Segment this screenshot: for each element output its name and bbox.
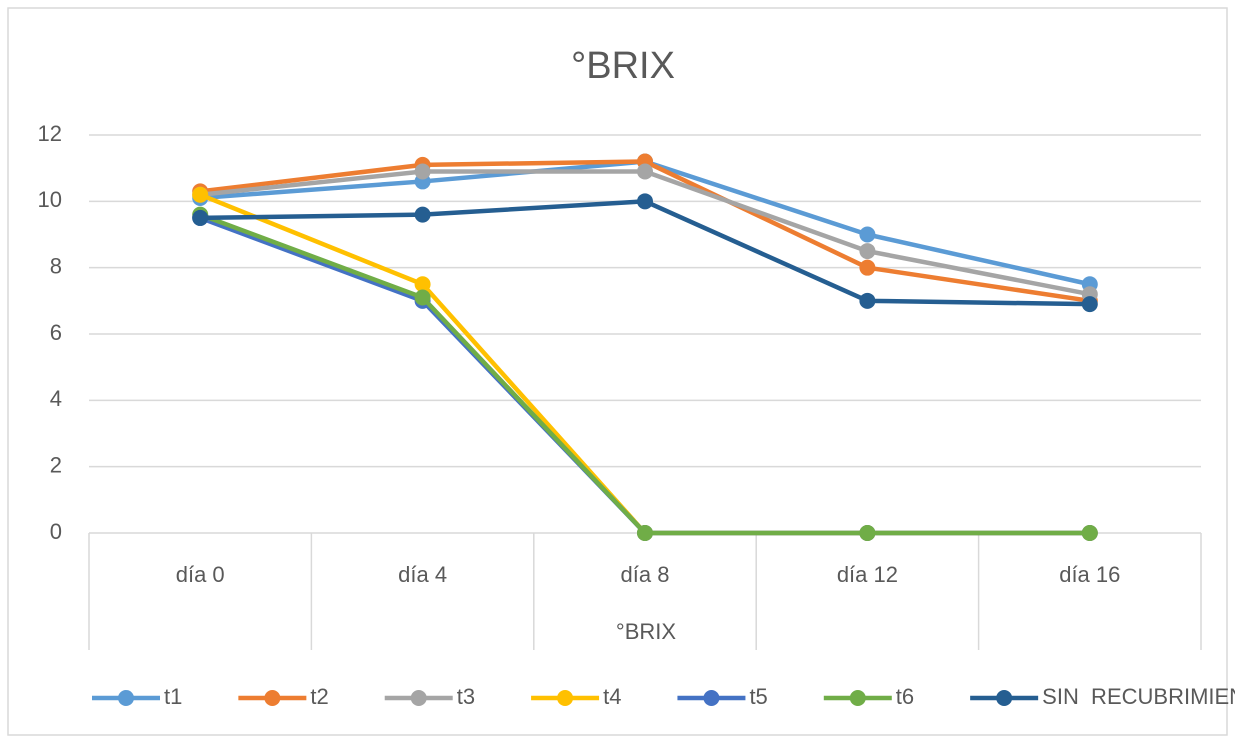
legend-label: t1 [164,684,182,709]
legend-marker [703,690,720,706]
data-point [192,209,209,226]
data-point [859,525,876,541]
chart-border [7,7,1228,736]
data-point [192,186,209,203]
y-tick-label: 4 [50,386,62,411]
y-tick-label: 10 [38,187,62,212]
data-point [414,163,431,180]
chart-title: °BRIX [571,45,675,87]
legend-marker [557,690,574,706]
data-point [414,276,431,293]
x-tick-label: día 16 [1059,562,1120,587]
x-tick-label: día 0 [176,562,225,587]
legend-label: SIN RECUBRIMIENTO [1042,684,1235,709]
legend-label: t3 [457,684,475,709]
data-point [859,259,876,276]
legend-marker [264,690,281,706]
legend-label: t2 [310,684,328,709]
legend-marker [118,690,134,706]
legend-label: t5 [749,684,767,709]
y-tick-label: 0 [50,519,62,544]
y-tick-label: 2 [50,452,62,477]
data-point [1081,296,1098,313]
x-tick-label: día 12 [837,562,898,587]
x-axis-label: °BRIX [616,619,676,644]
legend-marker [410,690,427,706]
data-point [414,289,431,306]
data-point [637,163,653,180]
data-point [859,292,876,309]
x-tick-label: día 8 [621,562,670,587]
legend-marker [996,690,1013,706]
legend-marker [849,690,866,706]
legend-label: t4 [603,684,621,709]
data-point [859,226,876,243]
y-tick-label: 6 [50,320,62,345]
data-point [859,243,876,260]
legend-label: t6 [896,684,914,709]
data-point [414,206,431,223]
data-point [1081,525,1098,541]
data-point [637,525,653,541]
y-tick-label: 8 [50,253,62,278]
data-point [637,193,653,210]
y-tick-label: 12 [38,121,62,146]
x-tick-label: día 4 [398,562,447,587]
